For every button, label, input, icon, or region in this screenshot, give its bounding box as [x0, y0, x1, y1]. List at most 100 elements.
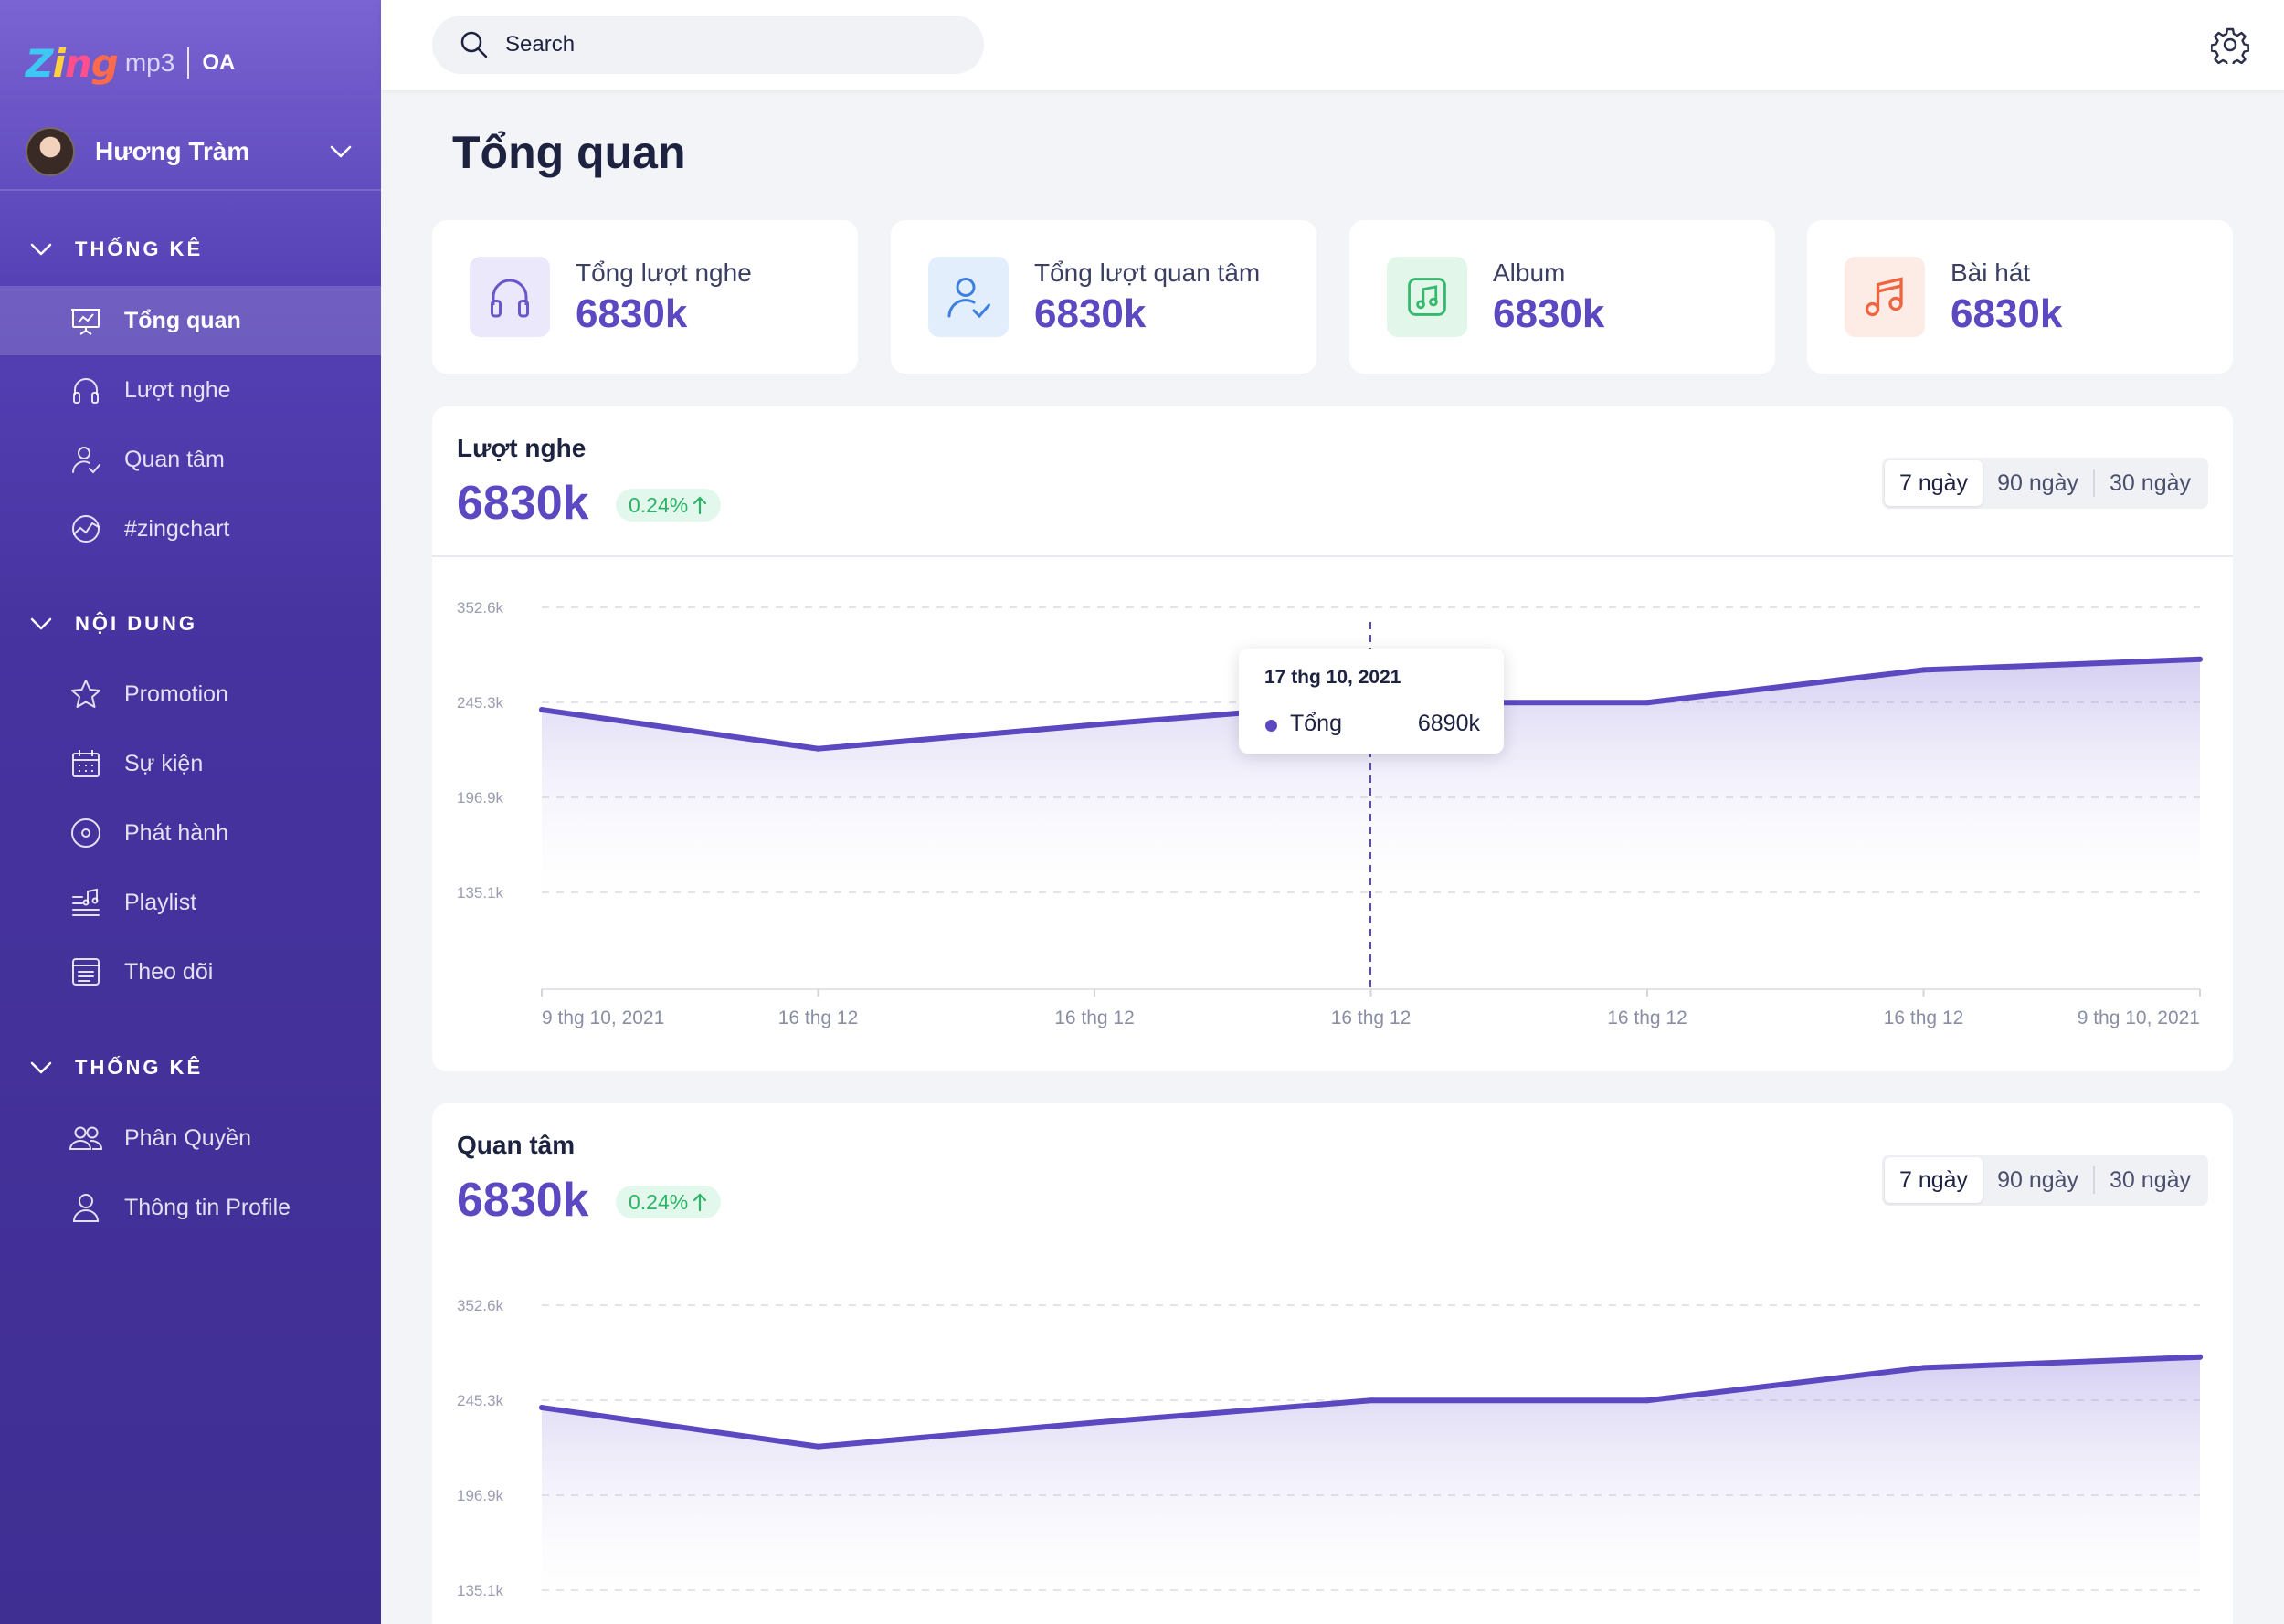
sidebar-item-zingchart[interactable]: #zingchart — [0, 494, 381, 564]
user-check-icon — [68, 441, 104, 478]
sidebar-item-luot-nghe[interactable]: Lượt nghe — [0, 355, 381, 425]
sidebar-item-playlist[interactable]: Playlist — [0, 868, 381, 937]
presentation-chart-icon — [68, 302, 104, 339]
x-tick-label: 16 thg 12 — [1607, 1007, 1687, 1028]
stat-value: 6830k — [1493, 291, 1605, 336]
x-tick-label: 9 thg 10, 2021 — [2078, 1007, 2200, 1028]
chart-panel-interest: Quan tâm 6830k 0.24% 7 ngày 90 ngày 30 n… — [432, 1103, 2233, 1624]
stat-label: Bài hát — [1951, 258, 2031, 287]
brand-suffix: OA — [202, 50, 236, 75]
data-point — [1092, 1419, 1097, 1426]
disc-icon — [68, 815, 104, 851]
x-tick-label: 16 thg 12 — [1054, 1007, 1135, 1028]
search-input[interactable] — [505, 32, 944, 58]
search-box[interactable] — [432, 16, 984, 74]
stat-icon-box — [1845, 257, 1925, 337]
sidebar: Zing mp3 OA Hương Tràm THỐNG KÊ Tổng qua… — [0, 0, 381, 1624]
stat-card-album[interactable]: Album 6830k — [1349, 220, 1775, 374]
range-90-days[interactable]: 90 ngày — [1997, 469, 2079, 496]
user-switcher[interactable]: Hương Tràm — [26, 126, 354, 177]
panel-title: Lượt nghe — [457, 434, 587, 462]
section-header-thong-ke-2[interactable]: THỐNG KÊ — [29, 1051, 203, 1084]
panel-title: Quan tâm — [457, 1131, 576, 1159]
sidebar-divider — [0, 189, 381, 191]
sidebar-item-quan-tam[interactable]: Quan tâm — [0, 425, 381, 494]
user-check-icon — [947, 278, 990, 319]
list-window-icon — [68, 954, 104, 990]
panel-value: 6830k — [457, 1174, 589, 1227]
headphones-icon — [68, 372, 104, 408]
users-icon — [68, 1120, 104, 1156]
data-point — [2197, 656, 2203, 662]
y-tick-label: 196.9k — [457, 1487, 504, 1504]
sidebar-item-su-kien[interactable]: Sự kiện — [0, 729, 381, 798]
panel-divider — [432, 555, 2233, 557]
data-point — [1092, 722, 1097, 728]
sidebar-item-label: Promotion — [124, 680, 228, 707]
y-tick-label: 352.6k — [457, 599, 504, 617]
range-selector: 7 ngày 90 ngày 30 ngày — [1882, 458, 2208, 509]
change-value: 0.24% — [629, 492, 689, 517]
range-divider — [2093, 469, 2096, 497]
change-badge: 0.24% — [616, 1186, 722, 1218]
tooltip-series-dot — [1265, 720, 1277, 732]
logo-letter: Z — [26, 40, 53, 86]
stat-value: 6830k — [1034, 291, 1147, 336]
section-header-noi-dung[interactable]: NỘI DUNG — [29, 607, 197, 640]
sidebar-item-theo-doi[interactable]: Theo dõi — [0, 937, 381, 1007]
sidebar-item-phat-hanh[interactable]: Phát hành — [0, 798, 381, 868]
sidebar-item-tong-quan[interactable]: Tổng quan — [0, 286, 381, 355]
data-point — [1368, 1397, 1374, 1404]
user-name: Hương Tràm — [95, 137, 250, 165]
area-chart[interactable]: 352.6k 245.3k 196.9k 135.1k — [432, 1103, 2233, 1624]
data-point — [1644, 1397, 1650, 1404]
range-7-days[interactable]: 7 ngày — [1885, 460, 1983, 506]
logo-letter: i — [52, 40, 65, 86]
stat-icon-box — [1387, 257, 1467, 337]
sidebar-item-label: Playlist — [124, 889, 197, 915]
y-tick-label: 245.3k — [457, 1392, 504, 1409]
tooltip-value: 6890k — [1417, 711, 1480, 736]
tooltip-date: 17 thg 10, 2021 — [1264, 667, 1401, 688]
area-chart[interactable]: 352.6k 245.3k 196.9k 135.1k 9 thg 10, 2021 16… — [432, 406, 2233, 1071]
trend-chart-icon — [68, 511, 104, 547]
sidebar-item-thong-tin-profile[interactable]: Thông tin Profile — [0, 1173, 381, 1242]
range-7-days[interactable]: 7 ngày — [1885, 1157, 1983, 1203]
sidebar-item-label: #zingchart — [124, 515, 230, 542]
section-title: NỘI DUNG — [75, 612, 197, 635]
top-bar — [381, 0, 2284, 90]
stat-card-total-plays[interactable]: Tổng lượt nghe 6830k — [432, 220, 858, 374]
sidebar-item-promotion[interactable]: Promotion — [0, 659, 381, 729]
data-point — [2197, 1354, 2203, 1360]
arrow-up-icon — [693, 496, 707, 515]
section-title: THỐNG KÊ — [75, 1056, 204, 1079]
gear-icon[interactable] — [2211, 26, 2249, 64]
change-badge: 0.24% — [616, 489, 722, 522]
x-tick-label: 16 thg 12 — [778, 1007, 859, 1028]
section-header-thong-ke[interactable]: THỐNG KÊ — [29, 233, 203, 266]
stat-card-total-interest[interactable]: Tổng lượt quan tâm 6830k — [891, 220, 1316, 374]
playlist-icon — [68, 884, 104, 921]
sidebar-item-label: Theo dõi — [124, 958, 214, 985]
y-tick-label: 135.1k — [457, 884, 504, 902]
tooltip-series-label: Tổng — [1290, 711, 1342, 736]
sidebar-item-phan-quyen[interactable]: Phân Quyền — [0, 1103, 381, 1173]
range-30-days[interactable]: 30 ngày — [2110, 469, 2191, 496]
page-title: Tổng quan — [452, 127, 686, 178]
chevron-down-icon[interactable] — [327, 138, 354, 165]
range-30-days[interactable]: 30 ngày — [2110, 1166, 2191, 1193]
stat-card-songs[interactable]: Bài hát 6830k — [1807, 220, 2233, 374]
avatar — [26, 127, 75, 176]
y-tick-label: 352.6k — [457, 1297, 504, 1314]
data-point — [815, 1443, 821, 1450]
y-tick-label: 196.9k — [457, 789, 504, 807]
music-notes-icon — [1865, 277, 1903, 317]
user-icon — [68, 1189, 104, 1226]
brand-logo[interactable]: Zing mp3 OA — [26, 40, 235, 86]
range-90-days[interactable]: 90 ngày — [1997, 1166, 2079, 1193]
chevron-down-icon — [30, 1061, 52, 1074]
range-divider — [2093, 1166, 2096, 1194]
sidebar-item-label: Thông tin Profile — [124, 1194, 291, 1220]
sidebar-item-label: Tổng quan — [124, 307, 241, 333]
star-icon — [68, 676, 104, 712]
